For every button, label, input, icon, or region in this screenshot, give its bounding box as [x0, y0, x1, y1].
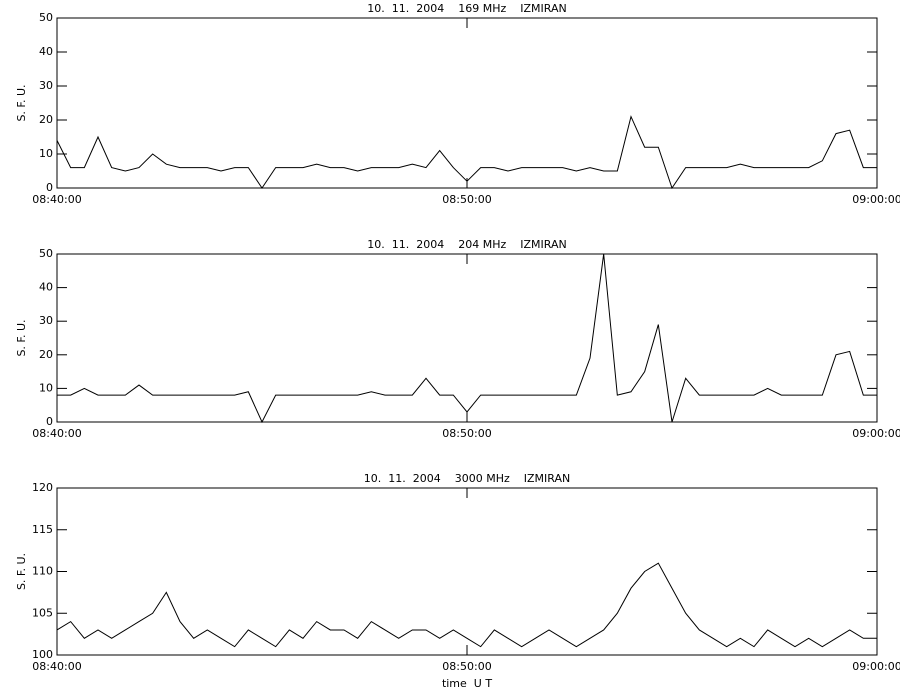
y-tick-label: 40: [39, 45, 53, 58]
chart-title: 10. 11. 2004 204 MHz IZMIRAN: [367, 238, 566, 251]
y-tick-label: 50: [39, 11, 53, 24]
y-tick-label: 105: [32, 606, 53, 619]
y-tick-label: 30: [39, 79, 53, 92]
y-tick-label: 110: [32, 565, 53, 578]
chart-title: 10. 11. 2004 3000 MHz IZMIRAN: [364, 472, 570, 485]
x-tick-label: 08:50:00: [442, 193, 491, 206]
y-tick-label: 115: [32, 523, 53, 536]
y-tick-label: 0: [46, 181, 53, 194]
y-tick-label: 20: [39, 113, 53, 126]
data-line: [56, 562, 877, 648]
y-tick-label: 30: [39, 314, 53, 327]
x-tick-label: 08:50:00: [442, 427, 491, 440]
y-tick-label: 10: [39, 381, 53, 394]
y-tick-label: 10: [39, 147, 53, 160]
data-line: [57, 253, 877, 424]
x-tick-label: 09:00:00: [852, 660, 900, 673]
data-line: [56, 115, 877, 190]
plot-frame: [56, 487, 878, 656]
y-tick-label: 40: [39, 281, 53, 294]
y-tick-label: 100: [32, 648, 53, 661]
y-tick-label: 0: [46, 415, 53, 428]
y-tick-label: 50: [39, 247, 53, 260]
y-tick-label: 20: [39, 348, 53, 361]
plot-frame: [56, 253, 878, 423]
y-axis-label: S. F. U.: [15, 553, 28, 590]
x-tick-label: 08:50:00: [442, 660, 491, 673]
x-tick-label: 08:40:00: [32, 193, 81, 206]
y-axis-label: S. F. U.: [15, 319, 28, 356]
x-tick-label: 09:00:00: [852, 427, 900, 440]
chart-title: 10. 11. 2004 169 MHz IZMIRAN: [367, 2, 566, 15]
y-axis-label: S. F. U.: [15, 84, 28, 121]
x-tick-label: 08:40:00: [32, 660, 81, 673]
plot-frame: [56, 17, 878, 189]
y-tick-label: 120: [32, 481, 53, 494]
x-tick-label: 08:40:00: [32, 427, 81, 440]
x-tick-label: 09:00:00: [852, 193, 900, 206]
x-axis-label: time U T: [442, 677, 492, 690]
